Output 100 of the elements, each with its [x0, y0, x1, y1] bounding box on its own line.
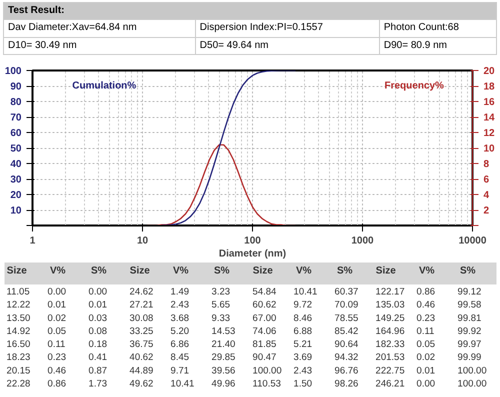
data-label: 40.62 — [130, 352, 154, 364]
y-tick-label: 100 — [4, 66, 22, 77]
data-label: 122.17 — [376, 286, 405, 298]
y-tick-label: 40 — [10, 159, 22, 170]
data-label: 3.68 — [170, 312, 190, 324]
x-tick-label: S% — [460, 266, 476, 276]
data-label: 67.00 — [252, 312, 276, 324]
x-tick-label: Size — [130, 266, 150, 276]
data-label: 0.18 — [88, 339, 108, 350]
data-label: 30.08 — [130, 312, 154, 324]
text: Frequency% — [384, 80, 444, 92]
data-label: 0.01 — [48, 300, 66, 311]
data-label: 0.01 — [416, 365, 436, 376]
y-tick-label: 10 — [10, 206, 22, 216]
data-label: 149.25 — [376, 312, 405, 324]
data-label: 1.50 — [294, 378, 312, 390]
data-label: 70.09 — [334, 300, 358, 311]
data-label: 5.20 — [170, 326, 190, 337]
data-label: 0.23 — [48, 352, 66, 364]
y2-tick-label: 8 — [484, 159, 490, 170]
data-label: 54.84 — [252, 286, 276, 298]
x-tick-label: V% — [50, 266, 66, 276]
data-label: 1.49 — [170, 286, 190, 298]
x-axis-title: Diameter (nm) — [218, 248, 286, 260]
text: Test Result: — [4, 2, 496, 20]
x-tick-label: Size — [376, 266, 396, 276]
data-label: 85.42 — [334, 326, 358, 337]
data-label: 8.45 — [170, 352, 190, 364]
x-tick-label: S% — [337, 266, 353, 276]
data-label: 81.85 — [252, 339, 276, 350]
y-tick-label: 60 — [10, 128, 22, 139]
data-label: 22.28 — [6, 378, 30, 390]
data-label: 182.33 — [376, 339, 405, 350]
data-label: 0.00 — [48, 286, 66, 298]
data-label: 16.50 — [6, 339, 30, 350]
data-label: 99.58 — [458, 300, 482, 311]
data-label: 5.21 — [294, 339, 312, 350]
data-label: 18.23 — [6, 352, 30, 364]
data-label: 36.75 — [130, 339, 154, 350]
x-tick-label: Size — [252, 266, 274, 276]
data-label: 90.47 — [252, 352, 276, 364]
data-label: 49.62 — [130, 378, 154, 390]
data-label: 0.46 — [48, 365, 66, 376]
data-label: 246.21 — [376, 378, 405, 390]
data-label: 0.46 — [416, 300, 436, 311]
data-label: 0.02 — [416, 352, 436, 364]
y2-tick-label: 18 — [484, 82, 496, 92]
data-label: 44.89 — [130, 365, 154, 376]
data-label: 9.72 — [294, 300, 312, 311]
data-label: 11.05 — [6, 286, 30, 298]
data-label: 99.97 — [458, 339, 482, 350]
data-label: 6.88 — [294, 326, 312, 337]
data-label: 29.85 — [212, 352, 236, 364]
data-label: 9.33 — [212, 312, 230, 324]
data-label: 0.11 — [48, 339, 66, 350]
y-tick-label: 30 — [10, 174, 22, 186]
data-label: 0.01 — [88, 300, 108, 311]
data-label: 8.46 — [294, 312, 312, 324]
data-label: 3.23 — [212, 286, 230, 298]
text: Photon Count:68 — [379, 20, 496, 38]
data-label: 201.53 — [376, 352, 405, 364]
text: Dispersion Index:PI=0.1557 — [195, 20, 380, 38]
data-label: 0.23 — [416, 312, 436, 324]
data-label: 0.41 — [88, 352, 108, 364]
x-tick-label: V% — [419, 266, 435, 276]
y2-tick-label: 16 — [484, 97, 496, 108]
data-label: 9.71 — [170, 365, 190, 376]
y-tick-label: 90 — [10, 82, 22, 92]
data-label: 1.73 — [88, 378, 108, 390]
data-label: 10.41 — [294, 286, 318, 298]
data-label: 110.53 — [252, 378, 281, 390]
text: D90= 80.9 nm — [379, 37, 496, 54]
x-tick-label: 10000 — [458, 236, 487, 246]
data-label: 60.37 — [334, 286, 358, 298]
y-tick-label: 50 — [10, 144, 22, 154]
data-label: 90.64 — [334, 339, 358, 350]
data-label: 3.69 — [294, 352, 312, 364]
text: D50= 49.64 nm — [195, 37, 380, 54]
data-label: 0.00 — [88, 286, 108, 298]
data-label: 60.62 — [252, 300, 276, 311]
data-label: 100.00 — [458, 378, 487, 390]
data-label: 12.22 — [6, 300, 30, 311]
y-tick-label: 80 — [10, 97, 22, 108]
data-label: 0.08 — [88, 326, 108, 337]
data-label: 6.86 — [170, 339, 190, 350]
data-label: 24.62 — [130, 286, 154, 298]
data-label: 94.32 — [334, 352, 358, 364]
x-tick-label: S% — [214, 266, 230, 276]
data-label: 5.65 — [212, 300, 230, 311]
x-tick-label: 100 — [244, 236, 262, 246]
data-label: 2.43 — [294, 365, 312, 376]
data-label: 0.00 — [416, 378, 436, 390]
y-tick-label: 20 — [10, 190, 22, 201]
text: D10= 30.49 nm — [4, 37, 196, 54]
data-label: 99.12 — [458, 286, 482, 298]
y2-tick-label: 12 — [484, 128, 496, 139]
y2-tick-label: 2 — [484, 206, 490, 216]
y2-tick-label: 10 — [484, 144, 496, 154]
y2-tick-label: 6 — [484, 174, 490, 186]
x-tick-label: 1 — [30, 236, 36, 246]
